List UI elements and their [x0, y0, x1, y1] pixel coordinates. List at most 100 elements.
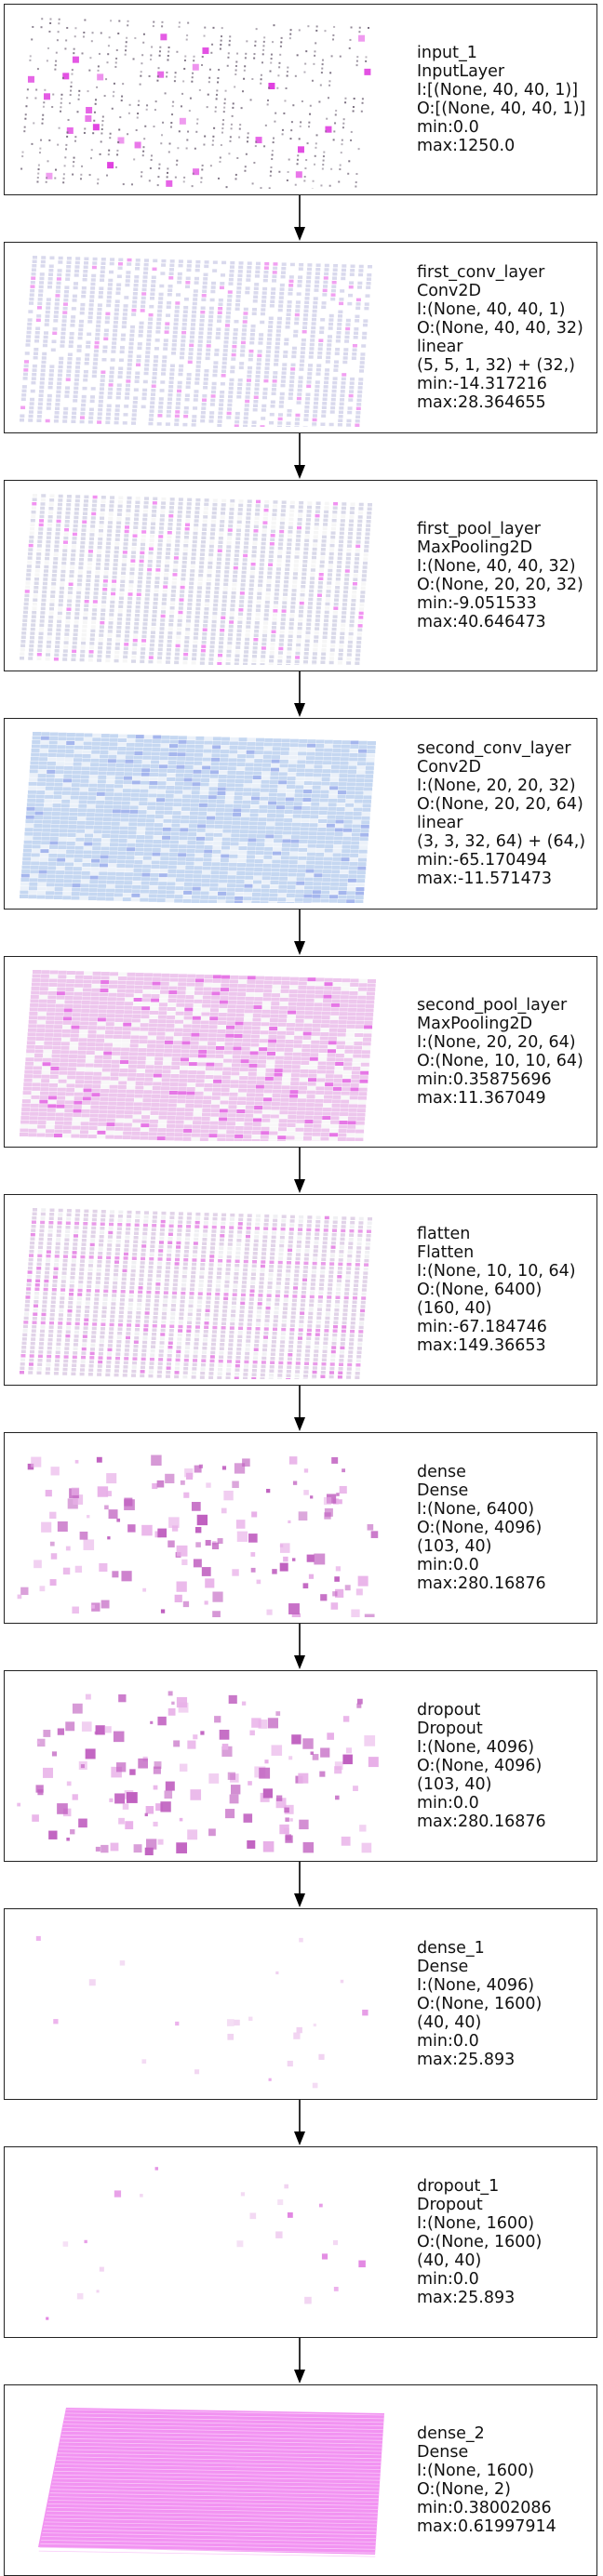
- activation-cell: [45, 790, 53, 794]
- activation-cell: [181, 343, 185, 347]
- activation-cell: [34, 339, 39, 343]
- activation-cell: [195, 498, 200, 502]
- activation-cell: [261, 308, 265, 312]
- activation-cell: [54, 416, 59, 419]
- activation-cell: [218, 787, 226, 790]
- activation-cell: [24, 118, 26, 120]
- activation-cell: [144, 367, 149, 371]
- activation-cell: [321, 415, 326, 418]
- activation-cell: [178, 377, 182, 380]
- activation-cell: [109, 851, 117, 855]
- activation-cell: [347, 787, 355, 790]
- activation-cell: [63, 302, 68, 306]
- activation-cell: [211, 753, 220, 757]
- activation-cell: [160, 33, 167, 40]
- activation-cell: [87, 337, 91, 340]
- activation-cell: [357, 632, 362, 636]
- activation-cell: [52, 808, 60, 812]
- activation-cell: [121, 805, 129, 809]
- activation-cell: [146, 815, 154, 818]
- activation-cell: [153, 739, 161, 743]
- activation-cell: [263, 279, 268, 283]
- activation-cell: [346, 323, 351, 326]
- activation-cell: [265, 358, 270, 362]
- activation-cell: [364, 545, 368, 549]
- activation-cell: [189, 110, 191, 112]
- activation-cell: [223, 349, 228, 352]
- activation-cell: [356, 641, 361, 644]
- activation-cell: [147, 810, 155, 814]
- activation-cell: [30, 285, 34, 288]
- activation-cell: [27, 799, 35, 803]
- activation-cell: [231, 842, 239, 845]
- activation-cell: [47, 302, 51, 306]
- activation-cell: [263, 517, 268, 521]
- activation-cell: [156, 322, 161, 325]
- activation-cell: [26, 339, 31, 343]
- activation-cell: [338, 787, 346, 790]
- activation-cell: [21, 631, 26, 635]
- activation-cell: [80, 654, 85, 657]
- activation-cell: [271, 772, 279, 776]
- activation-cell: [125, 49, 127, 51]
- activation-cell: [49, 849, 58, 853]
- activation-cell: [108, 764, 116, 767]
- activation-cell: [190, 336, 194, 339]
- activation-cell: [60, 336, 65, 339]
- activation-cell: [140, 322, 144, 325]
- activation-cell: [289, 380, 294, 384]
- activation-cell: [139, 572, 143, 576]
- activation-cell: [176, 398, 181, 402]
- activation-cell: [231, 604, 235, 607]
- activation-cell: [290, 367, 295, 371]
- activation-cell: [168, 289, 172, 293]
- activation-cell: [230, 608, 234, 612]
- activation-cell: [239, 366, 244, 370]
- activation-cell: [262, 638, 267, 642]
- activation-cell: [306, 514, 311, 518]
- activation-cell: [181, 803, 190, 806]
- activation-cell: [99, 404, 103, 407]
- activation-cell: [48, 749, 57, 752]
- activation-cell: [47, 762, 56, 765]
- activation-cell: [271, 639, 275, 643]
- activation-cell: [117, 856, 126, 859]
- activation-cell: [201, 64, 203, 66]
- activation-cell: [346, 561, 351, 564]
- activation-cell: [48, 507, 53, 511]
- activation-cell: [91, 855, 100, 858]
- activation-cell: [311, 573, 315, 577]
- activation-cell: [187, 260, 192, 264]
- activation-cell: [188, 599, 193, 603]
- activation-cell: [187, 611, 192, 615]
- activation-cell: [295, 184, 297, 186]
- activation-cell: [79, 800, 87, 803]
- activation-cell: [145, 593, 150, 597]
- activation-cell: [100, 512, 104, 516]
- activation-cell: [202, 165, 204, 166]
- activation-cell: [190, 569, 194, 573]
- activation-cell: [231, 127, 233, 129]
- activation-cell: [356, 537, 361, 540]
- activation-cell: [114, 659, 119, 663]
- activation-cell: [156, 326, 161, 330]
- activation-cell: [87, 563, 92, 566]
- activation-cell: [98, 779, 106, 783]
- activation-cell: [233, 570, 237, 574]
- activation-cell: [120, 580, 125, 584]
- activation-cell: [210, 645, 215, 649]
- activation-cell: [180, 352, 184, 355]
- activation-cell: [298, 748, 306, 751]
- activation-cell: [292, 823, 301, 827]
- activation-cell: [328, 799, 337, 803]
- activation-cell: [228, 633, 233, 637]
- activation-cell: [176, 293, 181, 297]
- activation-cell: [235, 784, 244, 788]
- activation-cell: [81, 533, 86, 537]
- activation-cell: [93, 496, 98, 499]
- activation-cell: [221, 741, 230, 745]
- activation-cell: [24, 836, 33, 840]
- activation-cell: [99, 286, 103, 290]
- activation-cell: [264, 847, 273, 851]
- activation-cell: [198, 578, 203, 581]
